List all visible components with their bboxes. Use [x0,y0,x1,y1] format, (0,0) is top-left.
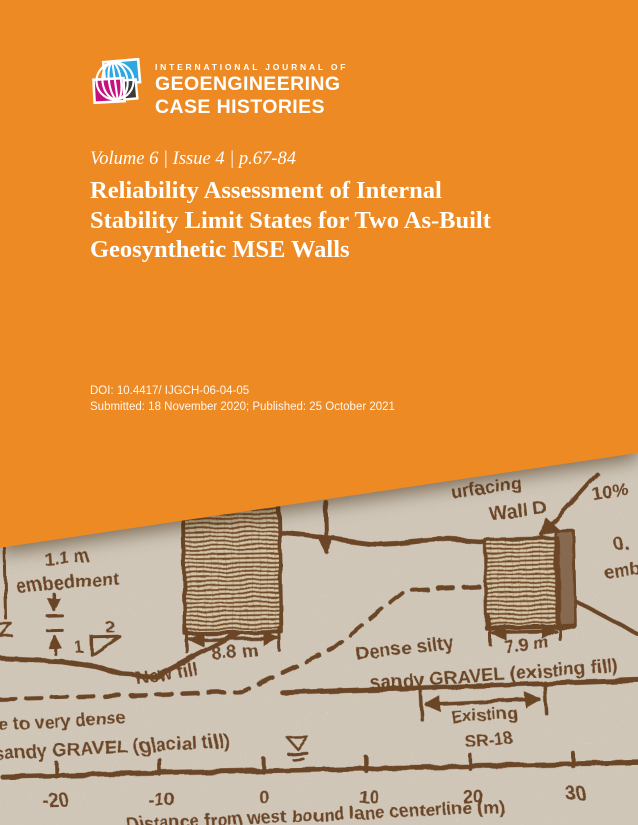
dim-sr18-tick [542,680,548,716]
dim-wall-d-tick [487,614,492,646]
existing-label: Existing [451,703,518,727]
dim-sr18-tick [418,687,425,722]
axis-tick-label: 20 [463,787,483,807]
axis-tick-label: 10 [359,787,379,807]
axis-tick-label: -10 [148,789,174,810]
axis-tick-label: -20 [43,790,69,811]
wall-d-block [482,536,562,631]
fill-boundary-dashed-line [0,584,487,702]
dim-wall-d-line [490,623,558,641]
dim-wall-d-tick [557,609,562,641]
dim-left-wall-label: 8.8 m [211,640,259,664]
slope-2-label: 2 [106,619,115,636]
sr18-label: SR-18 [464,729,513,751]
dim-left-wall-line [188,630,279,648]
wall-d-toe-slope-line [572,598,638,636]
embed-value-label: 1.1 m [43,546,90,569]
dim-sr18-line [424,692,542,713]
dim-wall-d-label: 7.9 m [503,633,551,657]
axis-tick-label: 30 [566,783,586,803]
slope-1-label: 1 [75,640,84,657]
left-wall-block [180,502,284,636]
surface-leader-tick [317,499,336,555]
wall-d-base-line [484,623,578,630]
water-table-icon [286,736,309,751]
emb-fragment-label: emb [603,559,638,583]
zero-fragment-label: 0. [613,533,630,555]
distance-axis-line [0,759,638,780]
water-table-icon [287,751,309,757]
left-edge-datum-mark [0,622,13,637]
axis-tick-label: 0 [259,787,269,807]
existing-ground-line [0,628,246,679]
gravel-layer-line [280,677,638,696]
water-table-icon [291,757,305,761]
slope-ratio-triangle [89,634,121,657]
